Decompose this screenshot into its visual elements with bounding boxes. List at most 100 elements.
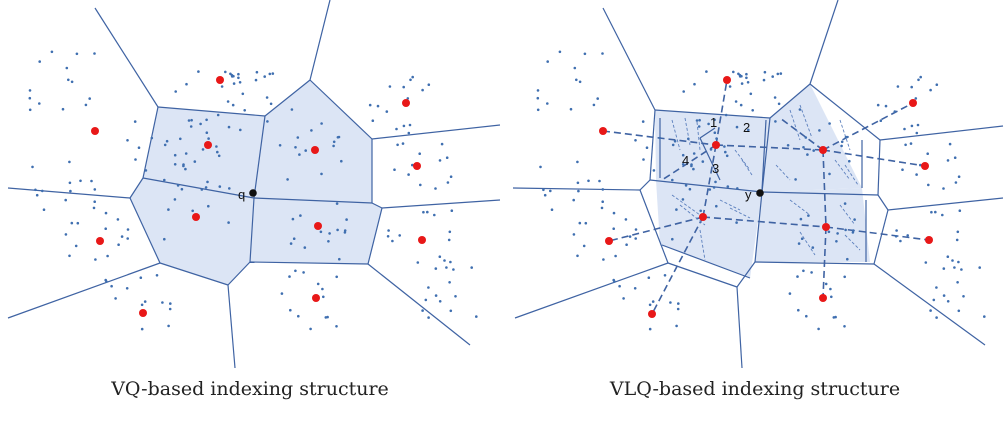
vlq-data-point	[601, 52, 604, 55]
vq-data-point	[309, 327, 312, 331]
vlq-fine-link	[799, 231, 816, 256]
vq-data-point	[288, 275, 291, 278]
vq-data-point	[316, 282, 320, 286]
vq-data-point	[64, 198, 67, 202]
vlq-data-point	[942, 187, 945, 190]
vlq-fine-link	[729, 207, 751, 219]
vq-data-point	[206, 180, 209, 184]
vlq-data-point	[957, 309, 961, 313]
vlq-data-point	[735, 221, 738, 224]
vlq-data-point	[648, 327, 652, 331]
vlq-data-point	[578, 80, 582, 84]
vq-edge	[227, 261, 251, 286]
vq-data-point	[445, 266, 448, 269]
vlq-panel: y 1 2 3 4	[512, 0, 1004, 369]
vq-data-point	[396, 143, 399, 147]
vlq-data-point	[836, 232, 839, 235]
vlq-data-point	[810, 271, 813, 274]
vlq-centroids	[599, 76, 933, 318]
vlq-data-point	[774, 120, 777, 123]
vq-data-point	[116, 218, 120, 221]
vq-data-point	[434, 267, 438, 270]
vq-data-point	[216, 113, 220, 117]
vlq-data-point	[663, 274, 667, 277]
vlq-edge	[754, 191, 763, 263]
vlq-centroid	[712, 141, 720, 149]
region-label-1: 1	[710, 115, 717, 130]
vq-data-point	[332, 144, 335, 148]
vlq-edge	[654, 109, 771, 119]
vq-data-point	[470, 266, 474, 269]
vlq-data-point	[726, 185, 730, 188]
vq-data-point	[207, 204, 210, 208]
vlq-data-point	[788, 292, 792, 295]
vlq-data-point	[917, 78, 920, 82]
vlq-data-point	[800, 237, 804, 240]
vq-data-point	[84, 103, 88, 107]
vq-data-point	[418, 152, 422, 155]
vlq-data-point	[843, 202, 847, 205]
vq-centroid	[204, 141, 212, 149]
vlq-data-point	[904, 143, 907, 147]
vq-data-point	[163, 237, 166, 241]
vq-data-point	[438, 255, 442, 258]
vq-data-point	[169, 302, 172, 305]
vlq-data-point	[699, 209, 702, 213]
vq-data-point	[140, 327, 144, 331]
vq-data-point	[31, 165, 34, 169]
vlq-centroid	[819, 146, 827, 154]
vq-data-point	[185, 82, 188, 86]
vlq-edge	[877, 139, 881, 196]
vlq-centroid	[819, 294, 827, 302]
vlq-centroid	[599, 127, 607, 135]
vlq-dashed-link	[651, 216, 704, 315]
vlq-data-point	[688, 187, 692, 191]
vq-data-point	[201, 148, 205, 151]
vlq-edge	[512, 187, 641, 191]
vq-data-point	[28, 108, 32, 112]
vq-data-point	[179, 137, 182, 141]
vq-centroid	[311, 146, 319, 154]
vlq-data-point	[848, 159, 851, 163]
vlq-data-point	[549, 189, 552, 193]
vlq-data-point	[708, 188, 712, 191]
vlq-data-point	[740, 74, 743, 78]
vq-data-point	[126, 228, 130, 231]
vlq-data-point	[786, 144, 790, 147]
vq-data-point	[296, 136, 300, 139]
vlq-data-point	[707, 122, 710, 126]
vlq-data-point	[681, 198, 685, 201]
vq-data-point	[191, 209, 194, 213]
vq-data-point	[50, 50, 54, 54]
vq-data-point	[205, 118, 208, 122]
vq-data-point	[448, 230, 452, 234]
vq-data-point	[254, 78, 258, 82]
vlq-data-point	[687, 137, 690, 141]
vlq-data-point	[577, 189, 580, 193]
vq-data-point	[321, 287, 324, 291]
vlq-data-point	[899, 239, 902, 243]
vq-data-point	[88, 97, 91, 100]
vlq-data-point	[724, 113, 728, 117]
vq-data-point	[376, 104, 380, 108]
vlq-data-point	[811, 246, 815, 249]
vq-data-point	[74, 244, 78, 248]
vlq-data-point	[812, 149, 815, 152]
vlq-data-point	[642, 158, 645, 161]
vlq-dashed-link	[779, 117, 824, 151]
vlq-data-point	[954, 181, 958, 184]
vlq-data-point	[955, 238, 959, 242]
vq-data-point	[197, 70, 200, 73]
vq-data-point	[324, 316, 328, 319]
vlq-data-point	[896, 85, 900, 88]
vlq-edge	[873, 209, 889, 265]
vq-centroid	[413, 162, 421, 170]
vq-data-point	[215, 145, 218, 148]
vq-data-point	[332, 140, 336, 144]
vq-data-point	[139, 276, 143, 280]
vlq-data-point	[958, 209, 962, 212]
vq-voronoi-edges	[7, 0, 501, 369]
vlq-region-top-left	[655, 110, 770, 192]
vq-data-point	[319, 230, 323, 234]
vq-data-point	[302, 271, 305, 274]
